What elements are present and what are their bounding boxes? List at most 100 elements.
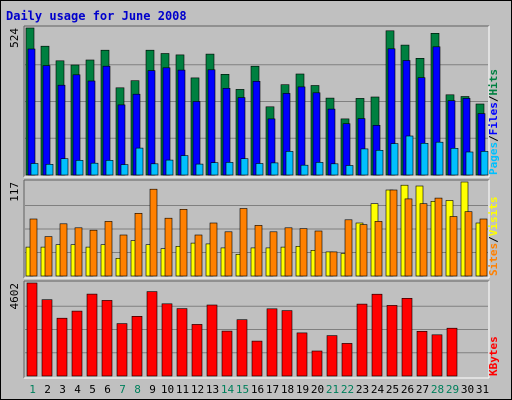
sites-bar (254, 225, 263, 277)
files-bar (42, 65, 51, 176)
x-tick-label: 29 (446, 383, 459, 396)
sites-bar (284, 227, 293, 277)
sites-bar (179, 209, 188, 277)
x-tick-label: 27 (416, 383, 429, 396)
pages-bar (375, 150, 384, 176)
kbytes-bar (251, 340, 263, 377)
hits-panel-legend: Pages/Files/Hits (487, 69, 500, 175)
legend-separator: / (487, 236, 500, 243)
pages-bar (360, 148, 369, 176)
sites-bar (119, 234, 128, 277)
pages-bar (105, 160, 114, 176)
x-tick-label: 31 (476, 383, 489, 396)
x-tick-label: 18 (281, 383, 294, 396)
kbytes-bar (86, 293, 98, 377)
sites-bar (419, 203, 428, 277)
kbytes-bar (101, 300, 113, 377)
x-tick-label: 24 (371, 383, 385, 396)
pages-bar (270, 162, 279, 176)
sites-bar (44, 236, 53, 277)
sites-bar (209, 222, 218, 277)
sites-bar (344, 219, 353, 277)
pages-bar (315, 162, 324, 176)
sites-bar (299, 228, 308, 277)
sites-bar (194, 234, 203, 277)
kbytes-bar (56, 317, 68, 377)
kbytes-bar (236, 319, 248, 377)
pages-bar (75, 160, 84, 176)
kbytes-bar (371, 293, 383, 377)
pages-bar (240, 158, 249, 176)
x-tick-label: 16 (251, 383, 264, 396)
pages-bar (195, 163, 204, 176)
legend-files: Files (487, 102, 500, 135)
pages-bar (405, 135, 414, 176)
kbytes-bar (71, 310, 83, 377)
kbytes-bar (281, 310, 293, 377)
pages-bar (30, 163, 39, 176)
pages-bar (90, 162, 99, 176)
pages-bar (210, 162, 219, 176)
kbytes-bar (26, 282, 38, 377)
pages-bar (180, 155, 189, 176)
files-bar (147, 70, 156, 176)
kbytes-panel-ymax-label: 4602 (8, 283, 21, 310)
hits-files-pages-bars (25, 27, 489, 176)
files-bar (72, 74, 81, 176)
x-tick-label: 17 (266, 383, 279, 396)
sites-bar (404, 198, 413, 277)
x-tick-label: 13 (206, 383, 219, 396)
sites-bar (329, 251, 338, 277)
sites-bar (89, 229, 98, 277)
pages-bar (420, 143, 429, 176)
files-bar (87, 80, 96, 176)
kbytes-bar (326, 335, 338, 377)
kbytes-bar (431, 334, 443, 377)
files-bar (207, 69, 216, 176)
x-tick-label: 14 (221, 383, 235, 396)
pages-bar (300, 164, 309, 176)
x-tick-label: 9 (149, 383, 156, 396)
pages-bar (135, 147, 144, 176)
x-tick-label: 1 (29, 383, 36, 396)
legend-pages: Pages (487, 142, 500, 175)
pages-bar (45, 164, 54, 176)
legend-hits: Hits (487, 69, 500, 96)
kbytes-bar (146, 291, 158, 377)
x-tick-label: 7 (119, 383, 126, 396)
pages-bar (480, 151, 489, 176)
legend-separator: / (487, 135, 500, 142)
x-tick-label: 5 (89, 383, 96, 396)
x-tick-label: 6 (104, 383, 111, 396)
x-tick-label: 28 (431, 383, 444, 396)
sites-bar (389, 189, 398, 277)
x-tick-label: 4 (74, 383, 81, 396)
pages-bar (390, 143, 399, 176)
pages-bar (60, 158, 69, 176)
sites-bar (74, 227, 83, 277)
x-tick-label: 30 (461, 383, 474, 396)
sites-bar (149, 188, 158, 277)
files-bar (102, 65, 111, 176)
visits-panel-legend: Sites/Visits (487, 197, 500, 277)
pages-bar (465, 151, 474, 176)
sites-bar (374, 221, 383, 277)
sites-bar (314, 230, 323, 277)
x-tick-label: 25 (386, 383, 399, 396)
pages-bar (345, 165, 354, 176)
x-tick-label: 19 (296, 383, 309, 396)
legend-visits: Visits (487, 197, 500, 237)
kbytes-bar (266, 308, 278, 377)
x-tick-label: 12 (191, 383, 204, 396)
x-tick-label: 11 (176, 383, 189, 396)
kbytes-bar (416, 330, 428, 377)
x-tick-label: 26 (401, 383, 414, 396)
kbytes-bar (206, 304, 218, 377)
sites-bar (479, 218, 488, 277)
kbytes-bars (26, 282, 458, 377)
kbytes-bar (341, 343, 353, 377)
kbytes-bar (161, 303, 173, 377)
legend-kbytes: KBytes (487, 336, 500, 376)
sites-bar (464, 211, 473, 277)
sites-bar (59, 223, 68, 277)
